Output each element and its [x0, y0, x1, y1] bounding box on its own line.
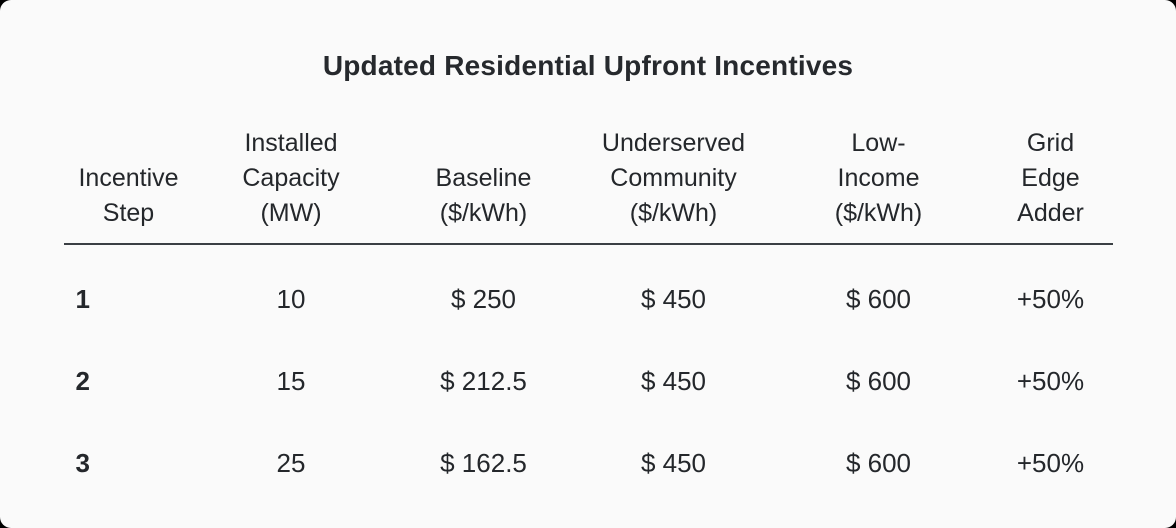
cell-underserved-community: $ 450 [640, 448, 707, 478]
page-title: Updated Residential Upfront Incentives [322, 50, 854, 81]
cell-installed-capacity: 25 [276, 448, 306, 478]
cell-grid-edge-adder: +50% [1016, 448, 1085, 478]
cell-installed-capacity: 15 [276, 366, 306, 396]
table-row: 3 25 $ 162.5 $ 450 $ 600 +50% [64, 422, 1113, 504]
cell-baseline: $ 250 [450, 284, 517, 314]
cell-grid-edge-adder: +50% [1016, 366, 1085, 396]
cell-baseline: $ 212.5 [440, 366, 527, 396]
cell-installed-capacity: 10 [276, 284, 306, 314]
cell-low-income: $ 600 [845, 448, 912, 478]
cell-baseline: $ 162.5 [440, 448, 527, 478]
cell-incentive-step: 2 [75, 366, 90, 396]
column-header-low-income: Low- Income ($/kWh) [768, 126, 989, 245]
table-row: 2 15 $ 212.5 $ 450 $ 600 +50% [64, 340, 1113, 422]
column-header-installed-capacity: Installed Capacity (MW) [193, 126, 389, 245]
table-row: 1 10 $ 250 $ 450 $ 600 +50% [64, 244, 1113, 340]
column-header-grid-edge-adder: Grid Edge Adder [988, 126, 1113, 245]
cell-low-income: $ 600 [845, 366, 912, 396]
cell-underserved-community: $ 450 [640, 284, 707, 314]
cell-incentive-step: 3 [75, 448, 90, 478]
column-header-underserved-community: Underserved Community ($/kWh) [578, 126, 769, 245]
cell-low-income: $ 600 [845, 284, 912, 314]
table-header-row: Incentive Step Installed Capacity (MW) B… [63, 126, 1113, 245]
column-header-incentive-step: Incentive Step [63, 126, 194, 245]
cell-underserved-community: $ 450 [640, 366, 707, 396]
column-header-baseline: Baseline ($/kWh) [388, 126, 579, 245]
cell-grid-edge-adder: +50% [1016, 284, 1085, 314]
cell-incentive-step: 1 [75, 284, 90, 314]
incentives-table: Incentive Step Installed Capacity (MW) B… [63, 126, 1113, 504]
